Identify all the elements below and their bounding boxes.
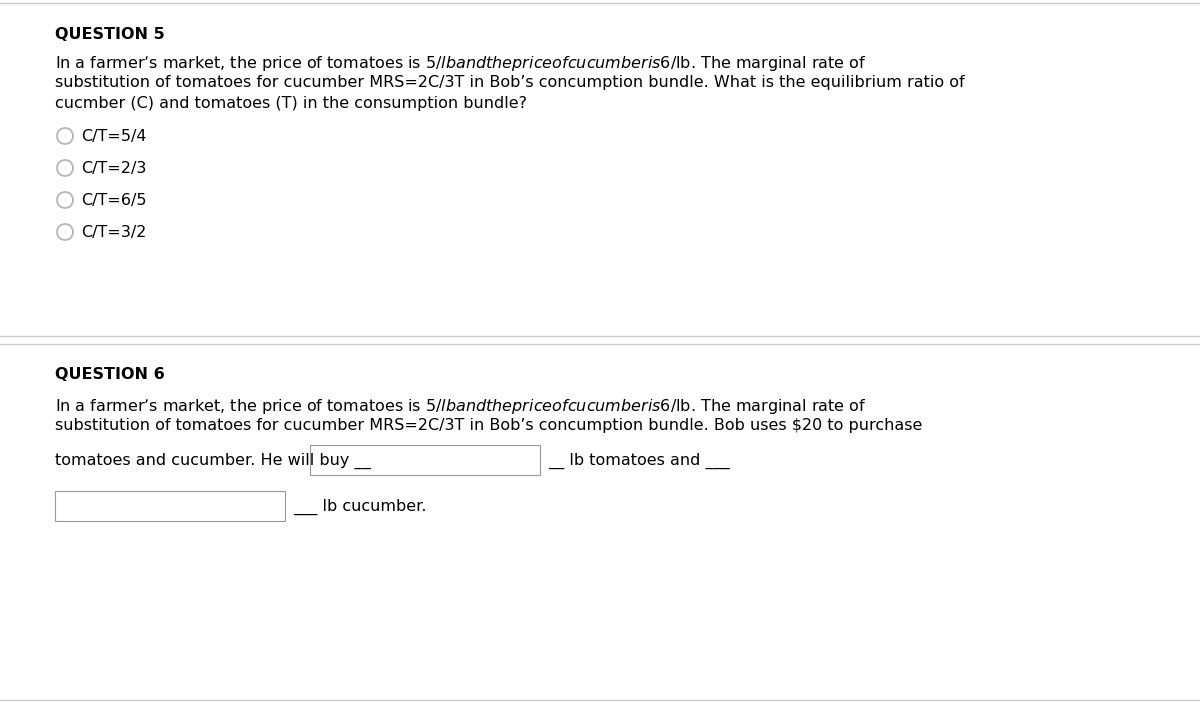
FancyBboxPatch shape: [310, 445, 540, 475]
Text: QUESTION 5: QUESTION 5: [55, 27, 164, 42]
Text: In a farmer’s market, the price of tomatoes is $5/lb and the price of cucumber i: In a farmer’s market, the price of tomat…: [55, 54, 866, 73]
Text: __ lb tomatoes and ___: __ lb tomatoes and ___: [548, 453, 730, 469]
Text: ___ lb cucumber.: ___ lb cucumber.: [293, 499, 426, 515]
FancyBboxPatch shape: [55, 491, 286, 521]
Text: substitution of tomatoes for cucumber MRS=2C/3T in Bob’s concumption bundle. Bob: substitution of tomatoes for cucumber MR…: [55, 418, 923, 433]
Text: cucmber (C) and tomatoes (T) in the consumption bundle?: cucmber (C) and tomatoes (T) in the cons…: [55, 96, 527, 111]
Text: substitution of tomatoes for cucumber MRS=2C/3T in Bob’s concumption bundle. Wha: substitution of tomatoes for cucumber MR…: [55, 75, 965, 90]
Text: C/T=6/5: C/T=6/5: [82, 193, 146, 208]
Text: C/T=5/4: C/T=5/4: [82, 129, 146, 144]
Text: QUESTION 6: QUESTION 6: [55, 367, 164, 382]
Text: C/T=2/3: C/T=2/3: [82, 161, 146, 176]
Text: C/T=3/2: C/T=3/2: [82, 225, 146, 240]
Text: tomatoes and cucumber. He will buy __: tomatoes and cucumber. He will buy __: [55, 453, 371, 469]
Text: In a farmer’s market, the price of tomatoes is $5/lb and the price of cucumber i: In a farmer’s market, the price of tomat…: [55, 397, 866, 416]
